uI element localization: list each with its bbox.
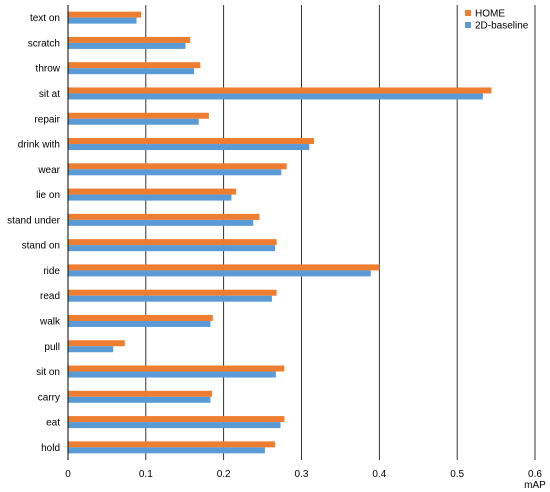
bar-2d-baseline bbox=[68, 118, 199, 125]
bar-home bbox=[68, 365, 285, 372]
bar-2d-baseline bbox=[68, 346, 114, 353]
grid-lines bbox=[145, 5, 536, 460]
category-label: drink with bbox=[18, 140, 60, 151]
category-label: repair bbox=[34, 114, 60, 125]
bar-home bbox=[68, 138, 314, 145]
category-label: wear bbox=[37, 165, 60, 176]
category-label: eat bbox=[46, 418, 60, 429]
bar-home bbox=[68, 213, 260, 220]
bar-home bbox=[68, 188, 237, 195]
bar-home bbox=[68, 239, 277, 246]
category-label: carry bbox=[38, 392, 60, 403]
category-label: sit at bbox=[39, 89, 60, 100]
category-label: scratch bbox=[28, 38, 60, 49]
bar-home bbox=[68, 289, 277, 296]
bar-home bbox=[68, 416, 285, 423]
bar-home bbox=[68, 112, 209, 119]
category-label: stand on bbox=[22, 241, 60, 252]
bar-2d-baseline bbox=[68, 295, 272, 302]
category-label: sit on bbox=[36, 367, 60, 378]
bar-home bbox=[68, 441, 276, 448]
bar-2d-baseline bbox=[68, 371, 276, 378]
bars bbox=[68, 11, 492, 454]
x-tick-label: 0.4 bbox=[372, 469, 386, 480]
bar-2d-baseline bbox=[68, 42, 186, 49]
bar-2d-baseline bbox=[68, 144, 310, 151]
bar-home bbox=[68, 62, 201, 69]
bar-2d-baseline bbox=[68, 68, 195, 75]
bar-home bbox=[68, 340, 125, 347]
bar-home bbox=[68, 87, 492, 94]
x-tick-label: 0.1 bbox=[139, 469, 153, 480]
legend-label: 2D-baseline bbox=[475, 21, 529, 32]
bar-2d-baseline bbox=[68, 447, 265, 454]
bar-home bbox=[68, 314, 213, 321]
bar-2d-baseline bbox=[68, 219, 254, 226]
x-tick-label: 0 bbox=[65, 469, 71, 480]
bar-home bbox=[68, 390, 212, 397]
category-label: lie on bbox=[36, 190, 60, 201]
x-axis-title: mAP bbox=[524, 480, 546, 491]
x-tick-label: 0.2 bbox=[217, 469, 231, 480]
category-label: throw bbox=[36, 64, 61, 75]
bar-2d-baseline bbox=[68, 169, 282, 176]
bar-home bbox=[68, 11, 142, 18]
bar-2d-baseline bbox=[68, 270, 371, 277]
bar-2d-baseline bbox=[68, 245, 276, 252]
bar-2d-baseline bbox=[68, 396, 211, 403]
category-label: read bbox=[40, 291, 60, 302]
category-label: pull bbox=[44, 342, 60, 353]
category-label: walk bbox=[39, 316, 61, 327]
bar-2d-baseline bbox=[68, 194, 232, 201]
legend-swatch bbox=[465, 22, 471, 28]
bar-home bbox=[68, 36, 191, 43]
legend-swatch bbox=[465, 10, 471, 16]
bar-home bbox=[68, 163, 287, 170]
category-label: stand under bbox=[7, 215, 60, 226]
x-tick-label: 0.6 bbox=[528, 469, 542, 480]
bar-2d-baseline bbox=[68, 93, 483, 100]
bar-2d-baseline bbox=[68, 17, 137, 24]
category-label: hold bbox=[41, 443, 60, 454]
category-label: ride bbox=[43, 266, 60, 277]
bar-2d-baseline bbox=[68, 320, 211, 327]
legend-label: HOME bbox=[475, 9, 505, 20]
x-tick-label: 0.5 bbox=[450, 469, 464, 480]
x-tick-label: 0.3 bbox=[295, 469, 309, 480]
labels: 0 0.1 0.2 0.3 0.4 0.5 0.6 text on scratch throw si… bbox=[7, 13, 542, 480]
bar-2d-baseline bbox=[68, 422, 281, 429]
category-label: text on bbox=[30, 13, 60, 24]
bar-home bbox=[68, 264, 380, 271]
